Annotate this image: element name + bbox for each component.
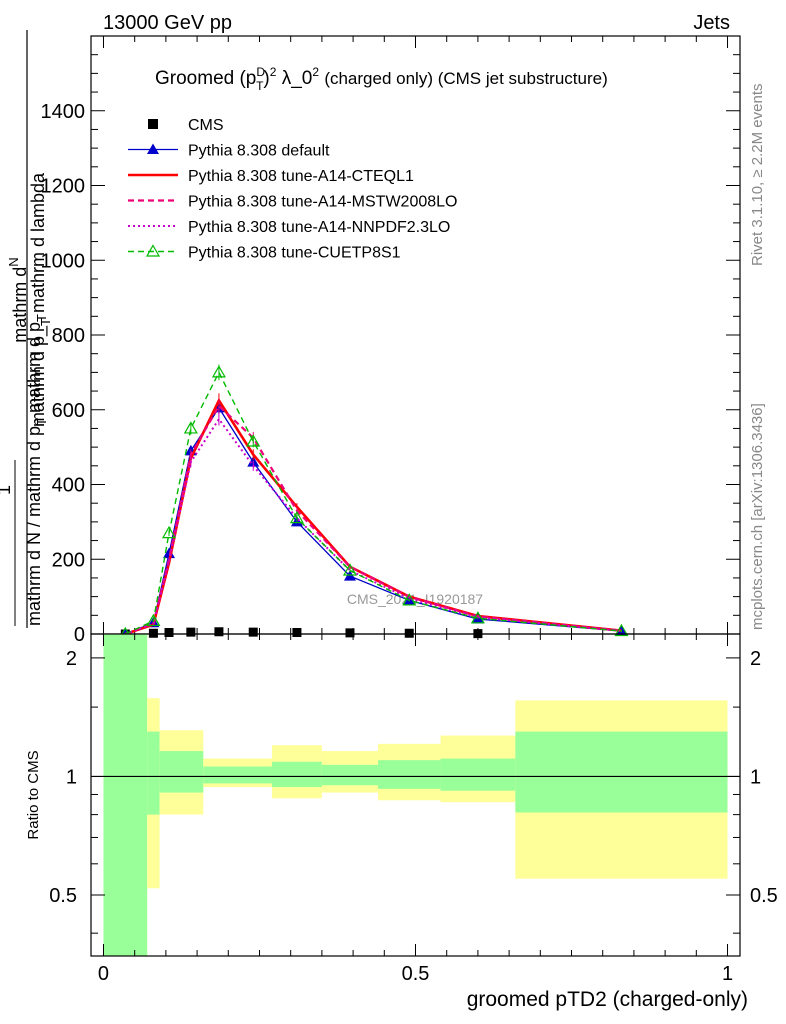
- ylabel-numerator: mathrm dN: [6, 257, 30, 342]
- ratio-ytick-label-right: 1: [750, 766, 761, 788]
- ratio-band-inner: [378, 760, 441, 789]
- ratio-ylabel: Ratio to CMS: [25, 750, 42, 839]
- ratio-y-axis: 0.5 0.5 1 1 2 2: [49, 648, 778, 934]
- cuetp8s1-marker: [146, 613, 161, 627]
- ratio-band-inner: [440, 758, 516, 791]
- series-line-cuetp8s1: [125, 370, 622, 635]
- default-marker: [163, 547, 176, 559]
- rivet-label: Rivet 3.1.10, ≥ 2.2M events: [749, 84, 766, 267]
- main-ytick-label: 200: [52, 549, 85, 571]
- cuetp8s1-marker: [161, 525, 177, 539]
- ratio-bands: [91, 634, 740, 956]
- cms-data-point: [164, 628, 174, 638]
- cms-data-point: [292, 628, 302, 638]
- legend-entry-default: Pythia 8.308 default: [128, 143, 330, 160]
- legend-label: Pythia 8.308 tune-A14-CTEQL1: [188, 168, 414, 185]
- main-ylabel: mathrm dN mathrm d p_T mathrm d lambda 1…: [0, 30, 53, 628]
- ratio-ytick-label: 2: [66, 648, 77, 670]
- legend: CMS Pythia 8.308 default Pythia 8.308 tune…: [128, 117, 457, 262]
- ratio-xlabel: groomed pTD2 (charged-only): [467, 988, 748, 1011]
- cms-data-point: [186, 627, 196, 637]
- legend-entry-a14_nnpdf: Pythia 8.308 tune-A14-NNPDF2.3LO: [128, 219, 450, 236]
- legend-label: CMS: [188, 117, 224, 134]
- ratio-band-inner: [321, 764, 379, 786]
- cms-data-point: [214, 627, 224, 637]
- cms-data-point: [248, 627, 258, 637]
- ratio-band-inner: [203, 766, 272, 784]
- cuetp8s1-marker: [145, 244, 161, 257]
- ratio-band-inner: [159, 751, 204, 793]
- cuetp8s1-marker: [614, 623, 629, 637]
- ratio-band-inner: [515, 731, 728, 813]
- cms-data-point: [404, 628, 414, 638]
- ratio-ytick-label: 0.5: [49, 885, 77, 907]
- legend-label: Pythia 8.308 tune-A14-NNPDF2.3LO: [188, 219, 450, 236]
- cms-data-point: [148, 628, 158, 638]
- header-right: Jets: [693, 12, 730, 34]
- series-cms: [120, 627, 483, 639]
- cuetp8s1-marker: [183, 421, 198, 434]
- ratio-band-inner: [147, 731, 160, 815]
- ratio-xtick-label: 0.5: [402, 963, 430, 985]
- legend-entry-cms: CMS: [148, 117, 224, 134]
- main-ytick-label: 0: [74, 624, 85, 646]
- series-cuetp8s1: [118, 364, 629, 640]
- ratio-band-inner: [103, 634, 148, 956]
- mcplots-label: mcplots.cern.ch [arXiv:1306.3436]: [749, 403, 766, 630]
- ylabel-numerator-2: mathrm d p_T mathrm d lambda: [28, 172, 53, 427]
- ratio-ytick-label: 1: [66, 766, 77, 788]
- legend-entry-a14_cteql1: Pythia 8.308 tune-A14-CTEQL1: [128, 168, 414, 185]
- plot-title: Groomed (pD T)2 λ_02 (charged only) (CMS …: [155, 65, 608, 93]
- main-ytick-label: 1200: [41, 176, 86, 198]
- main-ytick-label: 400: [52, 475, 85, 497]
- main-x-ticks: [102, 36, 729, 634]
- ratio-x-axis: 0 0.5 1: [98, 634, 733, 985]
- main-ytick-label: 1000: [41, 250, 86, 272]
- main-ytick-label: 800: [52, 325, 85, 347]
- legend-label: Pythia 8.308 tune-A14-MSTW2008LO: [188, 194, 457, 211]
- legend-label: Pythia 8.308 tune-CUETP8S1: [188, 245, 401, 262]
- legend-cms-marker: [148, 119, 158, 129]
- cms-data-point: [345, 628, 355, 638]
- cuetp8s1-marker: [342, 563, 358, 576]
- legend-entry-cuetp8s1: Pythia 8.308 tune-CUETP8S1: [128, 244, 401, 262]
- cuetp8s1-marker: [246, 434, 261, 447]
- cuetp8s1-marker: [289, 510, 304, 524]
- ratio-band-inner: [271, 761, 322, 788]
- main-series: [118, 364, 629, 640]
- cuetp8s1-marker: [402, 593, 417, 606]
- ratio-ytick-label-right: 2: [750, 648, 761, 670]
- cuetp8s1-marker: [470, 611, 485, 624]
- ratio-xtick-label: 0: [98, 963, 109, 985]
- ratio-xtick-label: 1: [722, 963, 733, 985]
- header-left: 13000 GeV pp: [103, 12, 232, 34]
- legend-label: Pythia 8.308 default: [188, 143, 330, 160]
- legend-entry-a14_mstw: Pythia 8.308 tune-A14-MSTW2008LO: [128, 194, 457, 211]
- main-ytick-label: 1400: [41, 101, 86, 123]
- ratio-panel: 0.5 0.51 12 2 0 0.5 1 Ratio to CMS groomed pT…: [25, 633, 778, 1011]
- ylabel-denominator: mathrm d N / mathrm d pT mathrm d pT: [24, 314, 49, 626]
- ylabel-one: 1: [0, 485, 14, 495]
- ratio-ytick-label-right: 0.5: [750, 885, 778, 907]
- main-ytick-label: 600: [52, 400, 85, 422]
- main-y-axis: 0 200 400 600 800 1000 1200 1400: [41, 54, 740, 646]
- cuetp8s1-marker: [211, 365, 226, 378]
- default-marker: [147, 143, 159, 154]
